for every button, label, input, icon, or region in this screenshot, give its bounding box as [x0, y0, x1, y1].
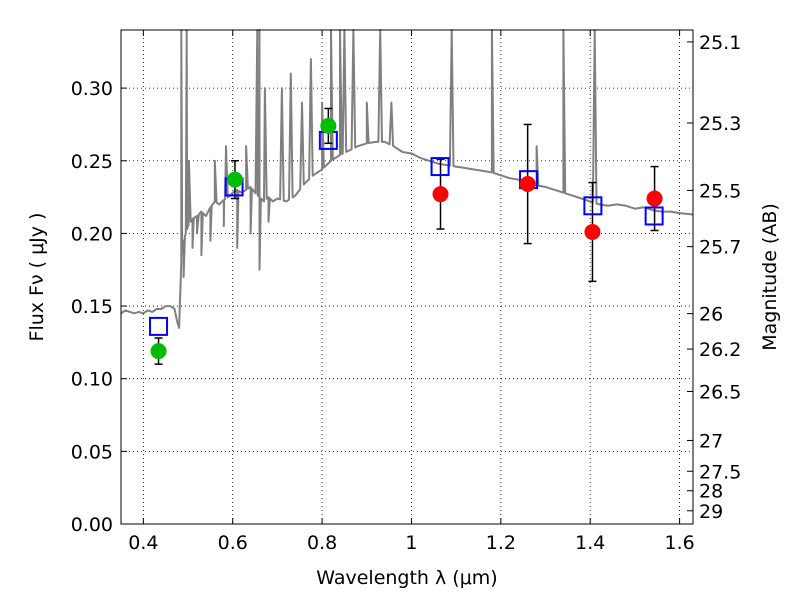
right-tick-label: 27.5 — [699, 461, 741, 483]
template-spectrum-line — [120, 29, 694, 329]
model-box-marker — [430, 157, 450, 177]
right-axis-title: Magnitude (AB) — [759, 203, 781, 351]
green-point — [226, 171, 243, 188]
y-tick-label: 0.00 — [71, 514, 113, 536]
x-tick-label: 0.8 — [307, 532, 337, 554]
plot-frame — [120, 29, 694, 525]
y-tick-label: 0.10 — [71, 369, 113, 391]
right-tick-label: 27 — [699, 430, 723, 452]
right-tick-label: 25.7 — [699, 237, 741, 259]
x-tick-label: 0.6 — [218, 532, 248, 554]
red-point — [519, 176, 536, 193]
green-point — [320, 117, 337, 134]
right-tick-label: 25.3 — [699, 113, 741, 135]
data-points — [149, 107, 664, 365]
red-point — [646, 190, 663, 207]
y-tick-label: 0.30 — [71, 78, 113, 100]
model-box-marker — [149, 316, 169, 336]
x-tick-label: 1.2 — [486, 532, 516, 554]
x-tick-label: 1.6 — [664, 532, 694, 554]
ticks: 0.4 0.6 0.8 1 1.2 1.4 1.6 0.00 0.05 0.10 0.15 0.20 0… — [71, 30, 741, 554]
y-axis-title: Flux Fν ( μJy ) — [26, 213, 48, 342]
right-tick-label: 26.5 — [699, 381, 741, 403]
y-tick-label: 0.20 — [71, 223, 113, 245]
right-tick-label: 25.1 — [699, 32, 741, 54]
model-box-marker — [583, 196, 603, 216]
right-tick-label: 26.2 — [699, 339, 741, 361]
x-tick-label: 1 — [405, 532, 417, 554]
x-tick-label: 0.4 — [128, 532, 158, 554]
red-point — [584, 223, 601, 240]
red-point — [432, 186, 449, 203]
green-point — [150, 343, 167, 360]
right-tick-label: 28 — [699, 481, 723, 503]
y-tick-label: 0.05 — [71, 441, 113, 463]
right-tick-label: 25.5 — [699, 180, 741, 202]
x-tick-label: 1.4 — [575, 532, 605, 554]
x-axis-title: Wavelength λ (μm) — [316, 567, 497, 589]
y-tick-label: 0.25 — [71, 151, 113, 173]
y-tick-label: 0.15 — [71, 296, 113, 318]
right-tick-label: 26 — [699, 304, 723, 326]
model-box-marker — [644, 206, 664, 226]
grid — [121, 30, 693, 525]
right-tick-label: 29 — [699, 501, 723, 523]
template-spectrum — [120, 29, 694, 329]
